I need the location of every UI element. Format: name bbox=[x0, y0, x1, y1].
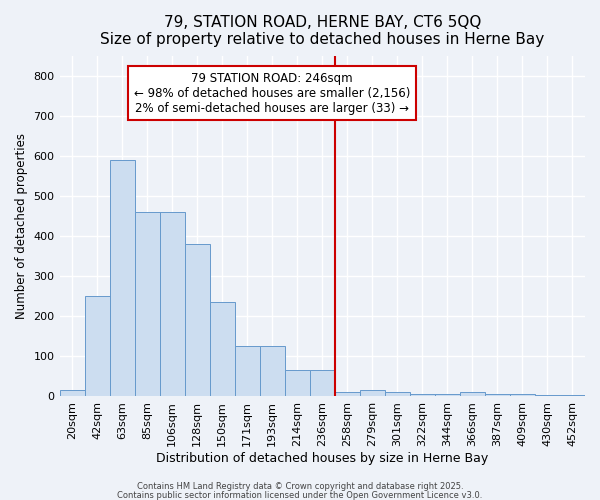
Bar bbox=[435, 394, 460, 396]
Bar bbox=[209, 302, 235, 396]
Y-axis label: Number of detached properties: Number of detached properties bbox=[15, 133, 28, 319]
Title: 79, STATION ROAD, HERNE BAY, CT6 5QQ
Size of property relative to detached house: 79, STATION ROAD, HERNE BAY, CT6 5QQ Siz… bbox=[100, 15, 544, 48]
Bar bbox=[235, 346, 260, 397]
Bar bbox=[134, 212, 160, 396]
Bar bbox=[385, 392, 410, 396]
Text: 79 STATION ROAD: 246sqm
← 98% of detached houses are smaller (2,156)
2% of semi-: 79 STATION ROAD: 246sqm ← 98% of detache… bbox=[134, 72, 410, 114]
Text: Contains public sector information licensed under the Open Government Licence v3: Contains public sector information licen… bbox=[118, 490, 482, 500]
Bar bbox=[185, 244, 209, 396]
Bar bbox=[110, 160, 134, 396]
Bar bbox=[285, 370, 310, 396]
Bar bbox=[460, 392, 485, 396]
X-axis label: Distribution of detached houses by size in Herne Bay: Distribution of detached houses by size … bbox=[156, 452, 488, 465]
Bar bbox=[410, 394, 435, 396]
Bar bbox=[360, 390, 385, 396]
Bar bbox=[310, 370, 335, 396]
Text: Contains HM Land Registry data © Crown copyright and database right 2025.: Contains HM Land Registry data © Crown c… bbox=[137, 482, 463, 491]
Bar bbox=[160, 212, 185, 396]
Bar bbox=[260, 346, 285, 397]
Bar bbox=[335, 392, 360, 396]
Bar bbox=[59, 390, 85, 396]
Bar bbox=[85, 296, 110, 396]
Bar bbox=[485, 394, 510, 396]
Bar bbox=[510, 394, 535, 396]
